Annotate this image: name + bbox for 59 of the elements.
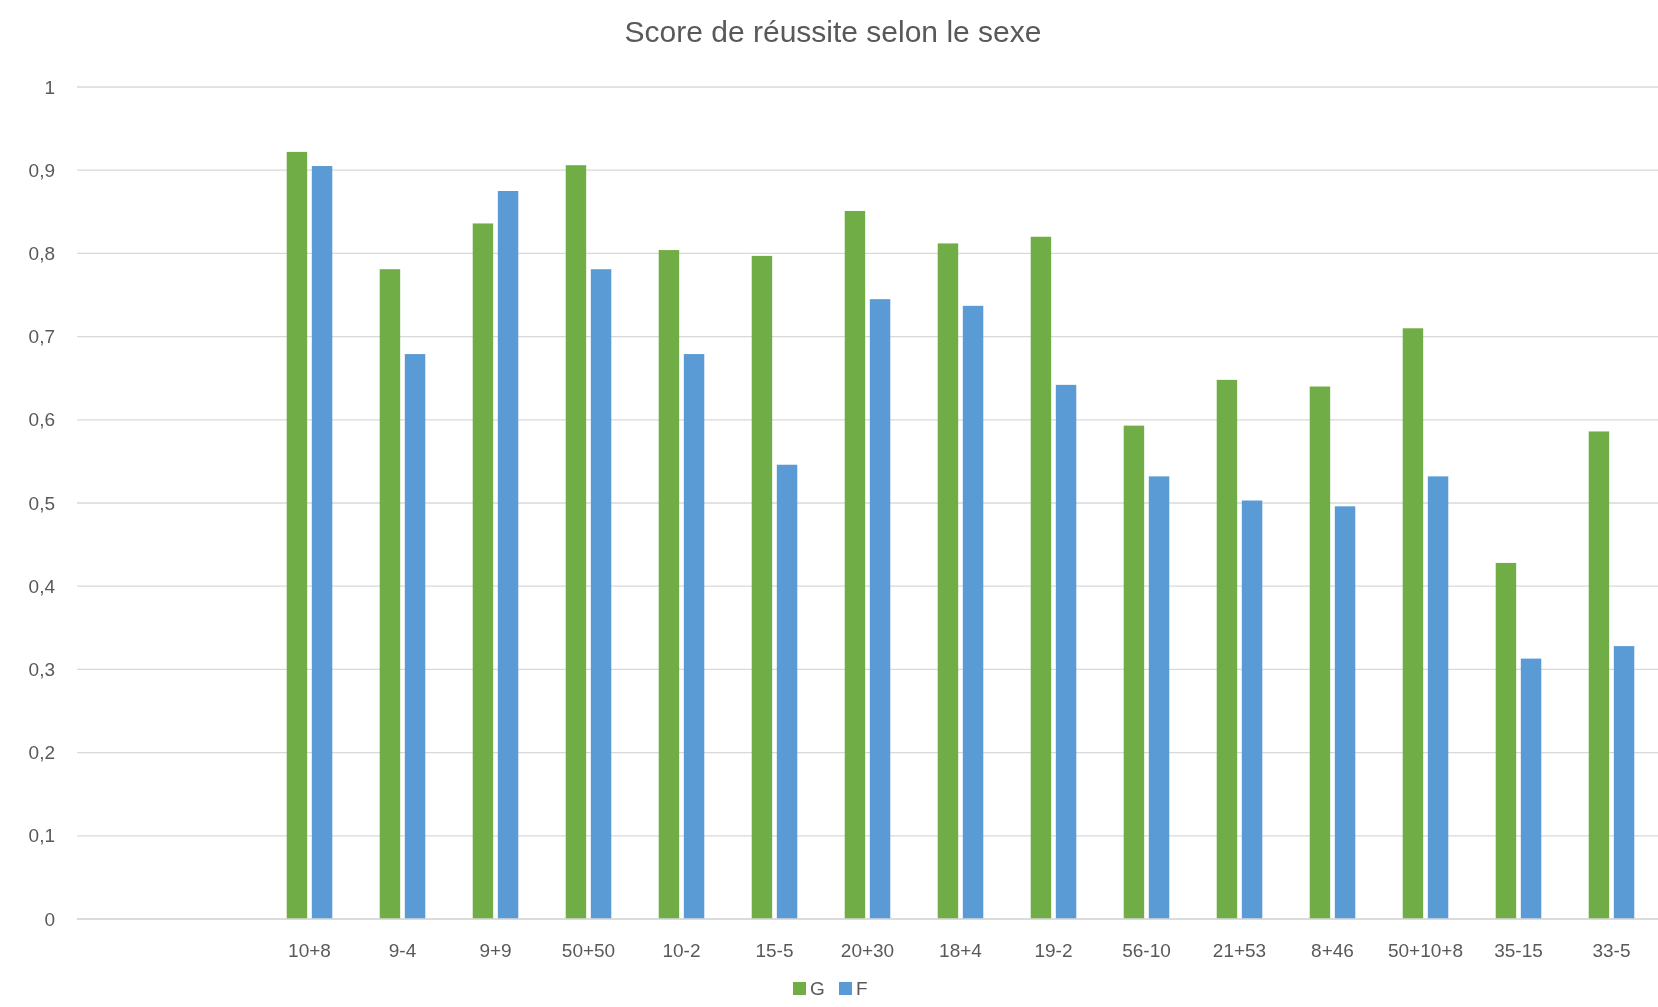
bar [1334,506,1356,919]
bar [1588,431,1610,919]
y-tick-label: 0,3 [28,659,55,681]
bar [751,255,773,919]
bar [1123,425,1145,919]
bar [1055,384,1077,919]
bar [1030,236,1052,919]
bar [1520,658,1542,919]
y-tick-label: 0,6 [28,409,55,431]
bar [1241,500,1263,919]
x-tick-label: 50+50 [561,940,616,961]
bar [404,354,426,919]
bar [1613,646,1635,919]
y-tick-label: 0,1 [28,825,55,847]
bar [658,250,680,919]
x-tick-label: 50+10+8 [1387,940,1464,961]
bar [937,243,959,919]
bar [1148,476,1170,919]
x-tick-label: 15-5 [755,940,794,961]
y-tick-label: 0 [44,908,55,930]
bar [1427,476,1449,919]
x-tick-label: 35-15 [1494,940,1543,961]
bar [1309,386,1331,919]
x-tick-label: 8+46 [1311,940,1354,961]
x-tick-label: 19-2 [1034,940,1073,961]
bar [776,464,798,919]
bar [683,354,705,919]
bar [311,166,333,919]
bar [844,210,866,919]
bar [590,269,612,919]
bar [565,165,587,919]
x-tick-label: 10+8 [288,940,331,961]
x-tick-label: 33-5 [1592,940,1631,961]
y-tick-label: 0,8 [28,243,55,265]
legend-label: G [810,978,825,999]
legend-label: F [856,978,868,999]
bar [497,191,519,919]
bar [472,223,494,919]
bar [286,151,308,919]
x-tick-label: 10-2 [662,940,701,961]
x-tick-label: 9+9 [479,940,512,961]
y-tick-label: 0,9 [28,159,55,181]
bar [1495,562,1517,919]
y-tick-label: 0,5 [28,492,55,514]
x-tick-label: 18+4 [939,940,983,961]
x-tick-label: 56-10 [1122,940,1171,961]
x-tick-label: 20+30 [840,940,895,961]
bar [379,269,401,919]
x-tick-label: 21+53 [1212,940,1267,961]
y-tick-label: 1 [44,76,55,98]
bar [869,299,891,919]
bar [962,305,984,919]
y-tick-label: 0,7 [28,326,55,348]
bar [1402,328,1424,919]
y-tick-label: 0,4 [28,575,56,597]
chart-title: Score de réussite selon le sexe [624,15,1042,48]
x-tick-label: 9-4 [388,940,417,961]
y-tick-label: 0,2 [28,742,55,764]
bar [1216,379,1238,919]
